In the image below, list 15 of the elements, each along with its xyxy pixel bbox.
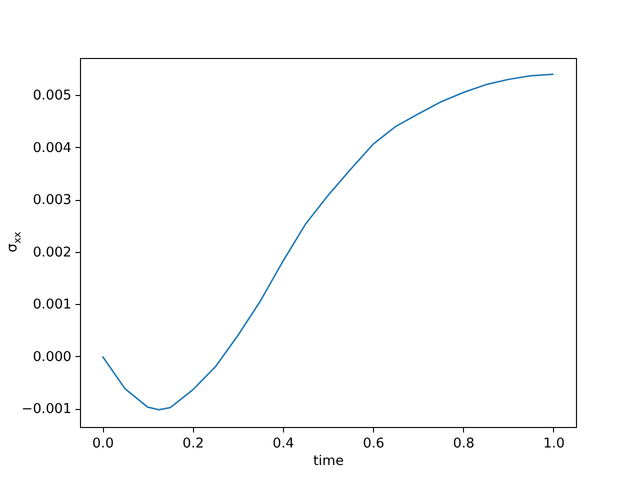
x-tick-label: 0.6 bbox=[362, 436, 384, 452]
y-tick-label: 0.005 bbox=[32, 88, 72, 104]
y-tick-label: −0.001 bbox=[22, 401, 72, 418]
x-axis-title: time bbox=[313, 453, 344, 469]
line-series bbox=[102, 73, 554, 410]
y-tick-label: 0.004 bbox=[32, 140, 72, 156]
x-tick-label: 0.4 bbox=[272, 436, 294, 452]
x-tick-label: 1.0 bbox=[543, 436, 565, 452]
y-tick-label: 0.002 bbox=[32, 244, 72, 260]
x-tick-label: 0.0 bbox=[92, 436, 114, 452]
x-tick-label: 0.2 bbox=[182, 436, 204, 452]
x-tick-label: 0.8 bbox=[453, 436, 475, 452]
y-tick-label: 0.000 bbox=[32, 348, 72, 365]
y-tick-label: 0.001 bbox=[32, 296, 72, 313]
y-tick-label: 0.003 bbox=[32, 192, 72, 208]
